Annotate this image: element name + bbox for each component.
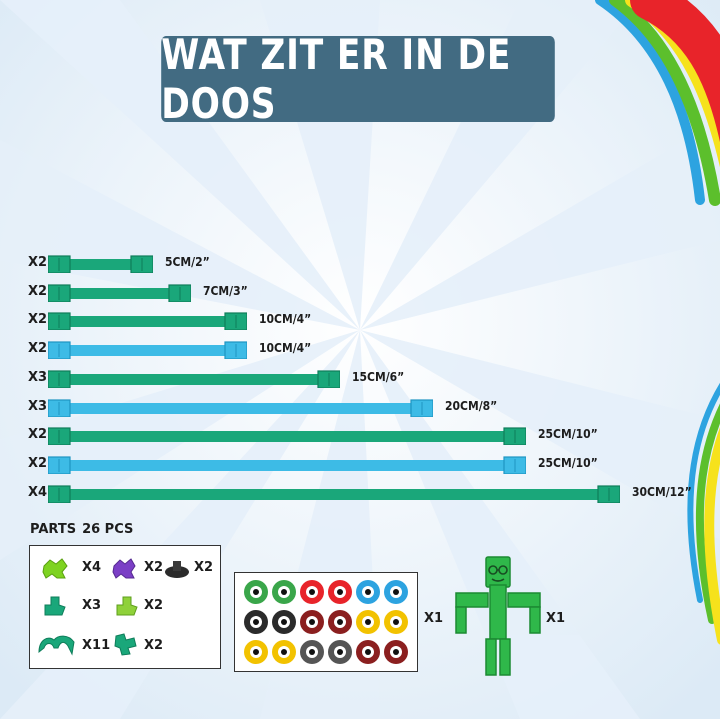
rod-size-label: 25CM/10” (538, 427, 598, 442)
connectors-box: X4 X2 X2 X3 X2 X11 X2 (29, 545, 221, 669)
rod-qty: X2 (28, 427, 48, 443)
sticker-face-icon (384, 640, 408, 664)
sticker-face-icon (356, 640, 380, 664)
rod-qty: X2 (28, 341, 48, 357)
teal-claw-icon (38, 635, 75, 656)
teal-corner-qty: X3 (82, 598, 102, 613)
rod-green (48, 427, 526, 446)
green-connector-qty: X4 (82, 560, 102, 575)
sticker-face-icon (244, 640, 268, 664)
sticker-face-icon (244, 580, 268, 604)
page-title: WAT ZIT ER IN DE DOOS (161, 30, 555, 128)
sticker-face-icon (300, 580, 324, 604)
sticker-face-icon (328, 610, 352, 634)
rod-row: X3 15CM/6” (0, 367, 720, 391)
rod-qty: X3 (28, 369, 48, 385)
rod-green (48, 370, 340, 388)
sticker-face-icon (384, 610, 408, 634)
rod-green (48, 284, 191, 302)
rod-row: X2 10CM/4” (0, 309, 720, 333)
black-base-icon (165, 561, 189, 578)
rod-qty: X2 (28, 455, 48, 471)
rod-size-label: 10CM/4” (259, 341, 312, 356)
rod-qty: X3 (28, 398, 48, 414)
sticker-face-icon (300, 640, 324, 664)
corner-swoosh (595, 0, 720, 206)
rod-row: X2 25CM/10” (0, 424, 720, 448)
rod-size-label: 30CM/12” (632, 484, 692, 499)
rod-row: X3 20CM/8” (0, 396, 720, 420)
purple-connector-qty: X2 (144, 560, 164, 575)
sticker-face-icon (328, 640, 352, 664)
sticker-face-icon (384, 580, 408, 604)
teal-corner-icon (44, 596, 66, 616)
green-connector-icon (42, 558, 68, 579)
rod-row: X2 7CM/3” (0, 281, 720, 305)
rod-size-label: 7CM/3” (203, 283, 248, 298)
rod-green (48, 312, 247, 331)
rod-size-label: 5CM/2” (165, 255, 210, 269)
parts-header: PARTS 26 PCS (30, 522, 139, 537)
sticker-sheet-box (234, 572, 418, 672)
black-base-qty: X2 (194, 560, 214, 575)
rod-qty: X2 (28, 312, 48, 328)
sticker-qty: X1 (424, 611, 444, 626)
sticker-face-icon (272, 610, 296, 634)
purple-connector-icon (112, 558, 136, 579)
rod-blue (48, 398, 433, 417)
sticker-face-icon (356, 580, 380, 604)
rod-qty: X2 (28, 255, 48, 270)
sticker-face-icon (328, 580, 352, 604)
rod-size-label: 20CM/8” (445, 398, 498, 413)
parts-label: PARTS (30, 522, 77, 537)
rod-green (48, 484, 620, 503)
rod-blue (48, 456, 526, 474)
rod-size-label: 25CM/10” (538, 455, 598, 470)
parts-count: 26 PCS (82, 522, 134, 537)
rod-row: X2 25CM/10” (0, 453, 720, 477)
rod-green (48, 255, 153, 273)
robot-figure-icon (455, 556, 541, 676)
sticker-face-icon (272, 640, 296, 664)
rod-row: X2 5CM/2” (0, 252, 720, 276)
sticker-face-icon (356, 610, 380, 634)
rod-size-label: 15CM/6” (352, 369, 405, 384)
rod-blue (48, 341, 247, 360)
teal-hinge-qty: X2 (144, 638, 164, 653)
rod-qty: X4 (28, 484, 48, 500)
teal-hinge-icon (114, 633, 137, 656)
sticker-face-icon (244, 610, 268, 634)
lime-corner-qty: X2 (144, 598, 164, 613)
teal-claw-qty: X11 (82, 638, 111, 653)
rod-size-label: 10CM/4” (259, 312, 312, 327)
rod-qty: X2 (28, 283, 48, 299)
rod-row: X4 30CM/12” (0, 482, 720, 506)
lime-corner-icon (116, 596, 138, 616)
rod-row: X2 10CM/4” (0, 338, 720, 362)
robot-qty: X1 (546, 611, 566, 626)
sticker-face-icon (300, 610, 324, 634)
sticker-face-icon (272, 580, 296, 604)
